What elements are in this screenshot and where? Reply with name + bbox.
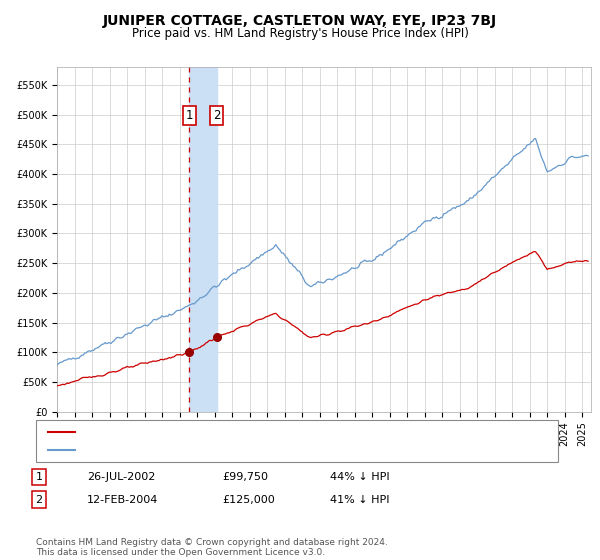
Text: £99,750: £99,750 <box>222 472 268 482</box>
Text: £125,000: £125,000 <box>222 494 275 505</box>
Text: 2: 2 <box>213 109 220 122</box>
Text: 44% ↓ HPI: 44% ↓ HPI <box>330 472 389 482</box>
Text: HPI: Average price, detached house, Mid Suffolk: HPI: Average price, detached house, Mid … <box>81 445 332 455</box>
Text: 2: 2 <box>35 494 43 505</box>
Text: Price paid vs. HM Land Registry's House Price Index (HPI): Price paid vs. HM Land Registry's House … <box>131 27 469 40</box>
Text: 26-JUL-2002: 26-JUL-2002 <box>87 472 155 482</box>
Text: JUNIPER COTTAGE, CASTLETON WAY, EYE, IP23 7BJ (detached house): JUNIPER COTTAGE, CASTLETON WAY, EYE, IP2… <box>81 427 438 437</box>
Text: 1: 1 <box>35 472 43 482</box>
Bar <box>190 67 217 412</box>
Text: Contains HM Land Registry data © Crown copyright and database right 2024.
This d: Contains HM Land Registry data © Crown c… <box>36 538 388 557</box>
Text: 12-FEB-2004: 12-FEB-2004 <box>87 494 158 505</box>
Text: 1: 1 <box>185 109 193 122</box>
Text: 41% ↓ HPI: 41% ↓ HPI <box>330 494 389 505</box>
Text: JUNIPER COTTAGE, CASTLETON WAY, EYE, IP23 7BJ: JUNIPER COTTAGE, CASTLETON WAY, EYE, IP2… <box>103 14 497 28</box>
